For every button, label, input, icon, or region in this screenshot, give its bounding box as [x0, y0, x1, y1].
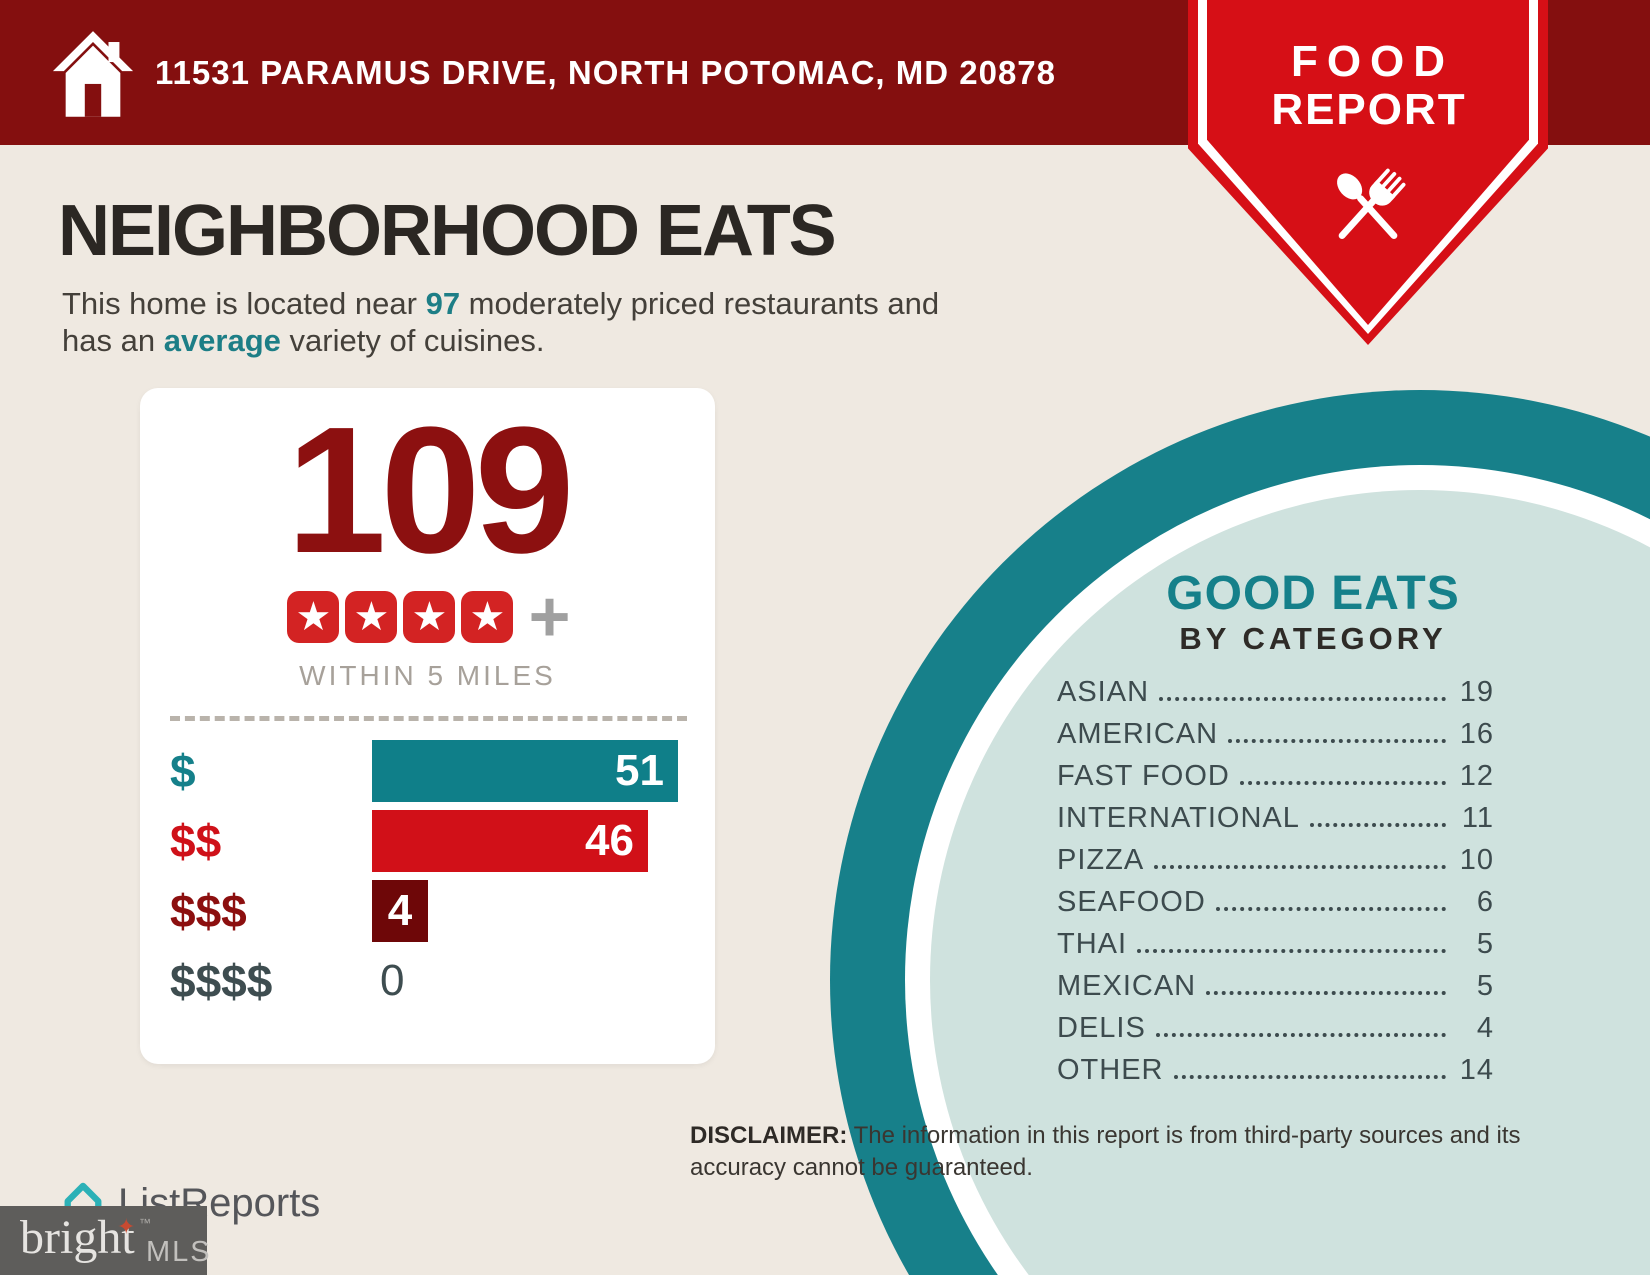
- category-label: FAST FOOD: [1057, 760, 1230, 792]
- home-icon: [52, 31, 134, 117]
- page-subtitle: This home is located near 97 moderately …: [62, 285, 1092, 359]
- category-count: 5: [1476, 928, 1494, 960]
- category-count: 16: [1459, 718, 1494, 750]
- total-restaurants: 109: [286, 390, 574, 591]
- subtitle-mid2: has an: [62, 323, 164, 358]
- yelp-star-icon: ★: [345, 591, 398, 643]
- restaurant-count: 97: [425, 286, 461, 321]
- subtitle-mid1: moderately priced restaurants and: [460, 286, 940, 321]
- bright-wordmark: bright: [20, 1211, 135, 1264]
- price-level-label: $$$$: [170, 955, 273, 1007]
- disclaimer-text: The information in this report is from t…: [690, 1122, 1521, 1181]
- price-bar-value: 46: [585, 816, 634, 865]
- bright-mls-logo: bright ✦ ™ MLS: [0, 1206, 210, 1275]
- category-row: INTERNATIONAL 11: [1057, 802, 1494, 844]
- category-label: PIZZA: [1057, 844, 1145, 876]
- category-label: THAI: [1057, 928, 1128, 960]
- category-list: ASIAN 19 AMERICAN 16 FAST FOOD 12 INTERNATIONA…: [1057, 676, 1494, 1096]
- ribbon-title-line2: REPORT: [1271, 84, 1467, 134]
- price-level-label: $$$: [170, 885, 247, 937]
- ribbon-title-line1: FOOD: [1290, 37, 1455, 86]
- disclaimer-label: DISCLAIMER:: [690, 1122, 848, 1149]
- price-bar-row: $$$$ 0: [140, 950, 715, 1020]
- category-count: 6: [1476, 886, 1494, 918]
- dotted-leader: [1137, 949, 1446, 953]
- yelp-star-icon: ★: [461, 591, 514, 643]
- dotted-leader: [1228, 739, 1446, 743]
- yelp-star-icon: ★: [287, 591, 340, 643]
- mls-wordmark: MLS: [146, 1236, 212, 1268]
- category-count: 14: [1459, 1054, 1494, 1086]
- dotted-leader: [1173, 1075, 1446, 1079]
- price-bar: 46: [372, 810, 648, 872]
- subtitle-post: variety of cuisines.: [280, 323, 545, 358]
- yelp-star-icon: ★: [403, 591, 456, 643]
- variety-highlight: average: [163, 323, 281, 358]
- restaurant-summary-card: 109 ★ ★ ★ ★ + WITHIN 5 MILES $51 $$ 46 $$$ 4 $$$$…: [140, 388, 715, 1064]
- trademark-symbol: ™: [139, 1216, 151, 1230]
- category-label: OTHER: [1057, 1054, 1164, 1086]
- dotted-leader: [1215, 907, 1446, 911]
- category-label: INTERNATIONAL: [1057, 802, 1300, 834]
- dotted-leader: [1206, 991, 1446, 995]
- category-label: SEAFOOD: [1057, 886, 1206, 918]
- category-label: ASIAN: [1057, 676, 1150, 708]
- category-row: THAI 5: [1057, 928, 1494, 970]
- radius-label: WITHIN 5 MILES: [299, 660, 556, 691]
- category-row: PIZZA 10: [1057, 844, 1494, 886]
- dotted-leader: [1159, 697, 1446, 701]
- price-bar: 51: [372, 740, 678, 802]
- category-count: 19: [1459, 676, 1494, 708]
- good-eats-subtitle: BY CATEGORY: [1179, 621, 1447, 656]
- category-count: 10: [1459, 844, 1494, 876]
- food-report-ribbon: FOOD REPORT: [1188, 0, 1548, 345]
- category-label: MEXICAN: [1057, 970, 1197, 1002]
- category-row: AMERICAN 16: [1057, 718, 1494, 760]
- disclaimer: DISCLAIMER: The information in this repo…: [690, 1120, 1538, 1184]
- price-bar-value: 51: [615, 746, 664, 795]
- price-level-label: $: [170, 745, 196, 797]
- star-rating: ★ ★ ★ ★ +: [140, 577, 715, 657]
- price-bar-row: $$$ 4: [140, 880, 715, 950]
- price-level-label: $$: [170, 815, 222, 867]
- category-row: MEXICAN 5: [1057, 970, 1494, 1012]
- category-count: 11: [1461, 802, 1494, 834]
- category-count: 12: [1459, 760, 1494, 792]
- dotted-leader: [1309, 823, 1446, 827]
- category-count: 5: [1476, 970, 1494, 1002]
- dotted-leader: [1155, 1033, 1446, 1037]
- bright-spark-icon: ✦: [117, 1214, 136, 1239]
- dotted-leader: [1239, 781, 1446, 785]
- category-label: DELIS: [1057, 1012, 1146, 1044]
- price-bar-row: $51: [140, 740, 715, 810]
- spoon-fork-icon: [1337, 168, 1406, 240]
- subtitle-pre: This home is located near: [62, 286, 426, 321]
- price-bar: 4: [372, 880, 428, 942]
- category-label: AMERICAN: [1057, 718, 1219, 750]
- price-level-bar-chart: $51 $$ 46 $$$ 4 $$$$ 0: [140, 740, 715, 1020]
- category-row: SEAFOOD 6: [1057, 886, 1494, 928]
- category-row: ASIAN 19: [1057, 676, 1494, 718]
- dotted-leader: [1154, 865, 1446, 869]
- category-row: FAST FOOD 12: [1057, 760, 1494, 802]
- price-bar-value: 4: [387, 886, 413, 935]
- plus-icon: +: [528, 577, 571, 657]
- dashed-divider: [170, 716, 687, 721]
- category-row: DELIS 4: [1057, 1012, 1494, 1054]
- price-bar-row: $$ 46: [140, 810, 715, 880]
- price-bar-value: 0: [380, 956, 405, 1005]
- property-address: 11531 PARAMUS DRIVE, NORTH POTOMAC, MD 2…: [155, 53, 1057, 91]
- ribbon-title: FOOD REPORT: [1188, 38, 1548, 133]
- category-count: 4: [1476, 1012, 1494, 1044]
- category-row: OTHER 14: [1057, 1054, 1494, 1096]
- page-title: NEIGHBORHOOD EATS: [58, 191, 837, 271]
- good-eats-title: GOOD EATS: [1166, 567, 1460, 620]
